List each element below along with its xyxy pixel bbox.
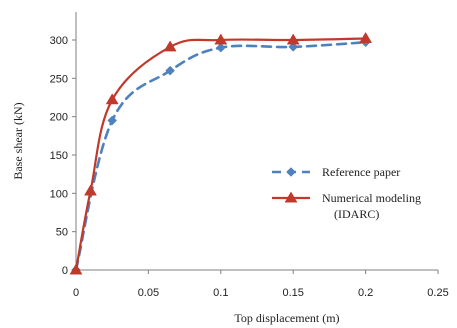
data-point <box>215 42 226 53</box>
x-tick-label: 0.15 <box>282 287 303 299</box>
series-layer <box>69 31 373 275</box>
legend-label: Numerical modeling <box>322 191 421 205</box>
legend: Reference paper Numerical modeling (IDARC) <box>272 165 421 221</box>
y-tick-label: 0 <box>62 265 68 277</box>
x-tick-label: 0.05 <box>138 287 159 299</box>
data-point <box>105 93 119 105</box>
legend-swatch-marker <box>284 191 298 203</box>
x-tick-label: 0.2 <box>358 287 373 299</box>
data-point <box>165 65 175 76</box>
data-point <box>163 40 177 52</box>
data-point <box>69 263 83 275</box>
data-point <box>288 42 299 52</box>
x-tick-label: 0.25 <box>427 287 448 299</box>
y-tick-label: 300 <box>50 35 68 47</box>
x-tick-label: 0.1 <box>213 287 228 299</box>
data-point <box>107 115 118 126</box>
y-tick-label: 200 <box>50 112 68 124</box>
data-point <box>286 33 300 45</box>
legend-swatch-marker <box>286 167 296 177</box>
data-point <box>214 33 228 45</box>
y-tick-label: 250 <box>50 73 68 85</box>
data-point <box>359 31 373 43</box>
series-line <box>74 41 367 272</box>
data-point <box>84 184 97 196</box>
series-line <box>74 37 367 272</box>
series-reference-paper <box>71 37 371 275</box>
y-axis-title: Base shear (kN) <box>11 102 25 179</box>
x-tick-label: 0 <box>73 287 79 299</box>
axes: 0 50 100 150 200 250 300 0 0.05 0.1 0.15 0.2 0.25 <box>50 12 449 299</box>
series-numerical-modeling <box>69 31 373 275</box>
y-tick-label: 150 <box>50 150 68 162</box>
x-axis-title: Top displacement (m) <box>234 311 339 325</box>
legend-label: Reference paper <box>322 165 400 179</box>
legend-label-continued: (IDARC) <box>334 207 379 221</box>
y-tick-label: 100 <box>50 188 68 200</box>
y-tick-label: 50 <box>56 227 68 239</box>
